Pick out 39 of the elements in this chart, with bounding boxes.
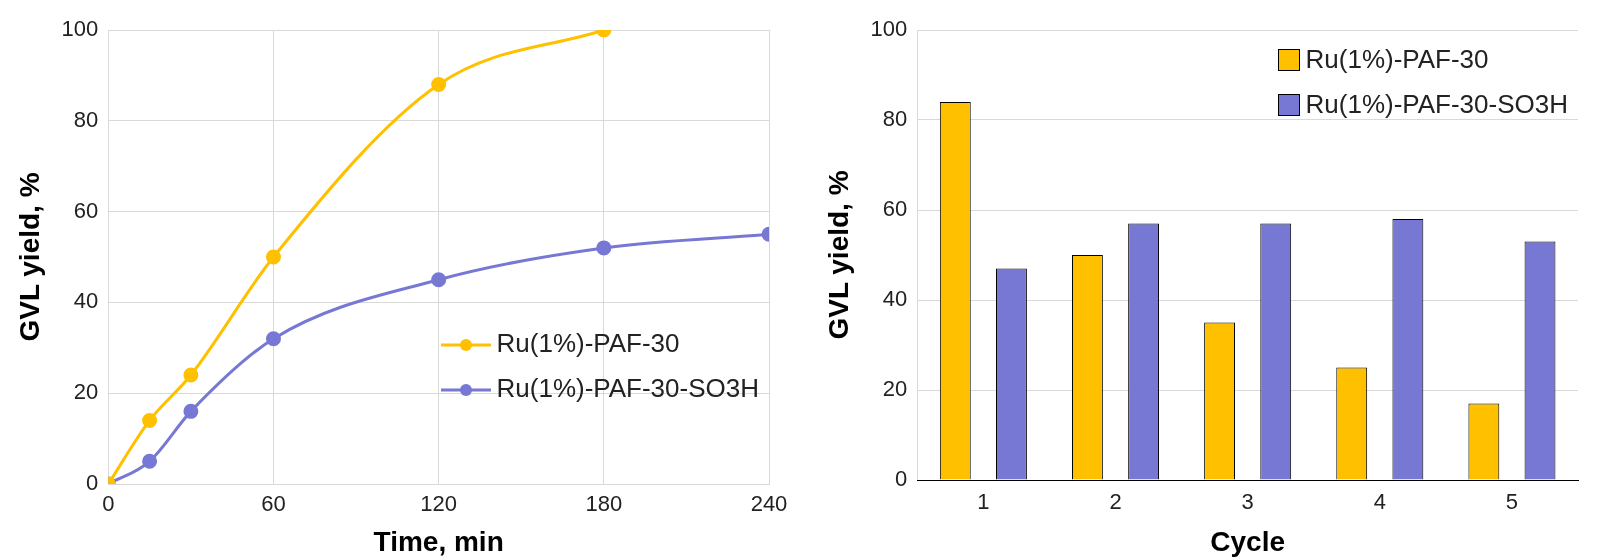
point <box>142 412 158 428</box>
y-tick-label: 80 <box>882 106 908 132</box>
point <box>183 367 199 383</box>
y-tick-label: 0 <box>86 470 99 496</box>
x-tick-label: 60 <box>261 491 286 517</box>
x-tick-label: 180 <box>585 491 623 517</box>
y-axis-title: GVL yield, % <box>822 170 854 340</box>
point <box>265 331 281 347</box>
point <box>431 76 447 92</box>
legend-label: Ru(1%)-PAF-30 <box>1305 44 1489 75</box>
y-tick-label: 60 <box>882 196 908 222</box>
y-tick-label: 100 <box>61 16 99 42</box>
legend-label: Ru(1%)-PAF-30-SO3H <box>1305 89 1568 120</box>
y-tick-label: 20 <box>73 379 99 405</box>
legend-label: Ru(1%)-PAF-30 <box>496 328 680 359</box>
point <box>431 272 447 288</box>
x-axis-title: Time, min <box>373 525 504 557</box>
point <box>265 249 281 265</box>
x-tick-label: 240 <box>750 491 788 517</box>
x-tick-label: 2 <box>1109 489 1122 515</box>
y-tick-label: 0 <box>895 466 908 492</box>
x-tick-label: 1 <box>977 489 990 515</box>
x-tick-label: 0 <box>102 491 115 517</box>
legend-label: Ru(1%)-PAF-30-SO3H <box>496 373 759 404</box>
y-tick-label: 40 <box>882 286 908 312</box>
y-tick-label: 60 <box>73 197 99 223</box>
y-tick-label: 100 <box>870 16 908 42</box>
point <box>183 403 199 419</box>
x-tick-label: 3 <box>1241 489 1254 515</box>
y-tick-label: 80 <box>73 106 99 132</box>
x-tick-label: 4 <box>1373 489 1386 515</box>
y-tick-label: 20 <box>882 376 908 402</box>
y-tick-label: 40 <box>73 288 99 314</box>
x-axis-title: Cycle <box>1210 525 1286 557</box>
point <box>596 240 612 256</box>
y-axis-title: GVL yield, % <box>13 172 45 342</box>
x-tick-label: 120 <box>420 491 458 517</box>
x-tick-label: 5 <box>1505 489 1519 515</box>
point <box>142 453 158 469</box>
